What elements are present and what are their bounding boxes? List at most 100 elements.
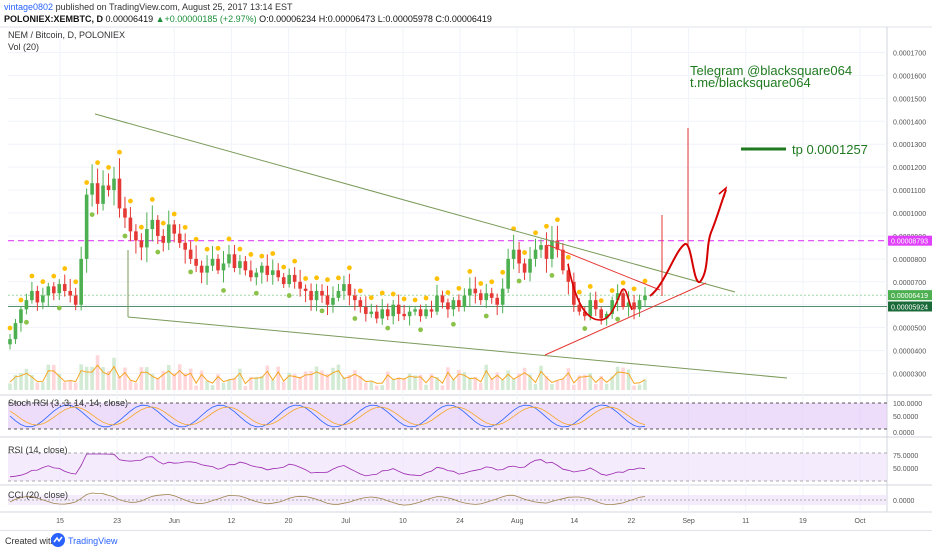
candle-body[interactable] [385, 309, 390, 317]
candle-body[interactable] [566, 270, 571, 282]
candle-body[interactable] [35, 290, 40, 303]
candle-body[interactable] [303, 288, 308, 291]
candle-body[interactable] [561, 249, 565, 271]
candle-body[interactable] [331, 297, 335, 305]
candle-body[interactable] [637, 300, 642, 310]
candle-body[interactable] [353, 295, 357, 301]
candle-body[interactable] [281, 277, 286, 285]
candle-body[interactable] [101, 185, 105, 204]
candle-body[interactable] [194, 258, 198, 266]
candle-body[interactable] [604, 313, 609, 319]
candle-body[interactable] [435, 295, 439, 312]
candle-body[interactable] [555, 240, 560, 250]
candle-body[interactable] [68, 290, 73, 296]
candle-body[interactable] [260, 265, 264, 273]
candle-body[interactable] [626, 302, 631, 308]
candle-body[interactable] [166, 224, 171, 243]
candle-body[interactable] [440, 295, 445, 303]
candle-body[interactable] [347, 284, 352, 296]
candle-body[interactable] [232, 254, 237, 269]
candle-body[interactable] [30, 290, 34, 301]
candle-body[interactable] [336, 290, 341, 298]
candle-body[interactable] [205, 265, 209, 273]
candle-body[interactable] [8, 339, 12, 345]
candle-body[interactable] [73, 295, 78, 305]
candle-body[interactable] [177, 233, 182, 243]
candle-body[interactable] [364, 307, 368, 314]
candle-body[interactable] [188, 249, 193, 259]
tradingview-link[interactable]: TradingView [68, 536, 118, 546]
candle-body[interactable] [632, 302, 636, 310]
candle-body[interactable] [489, 293, 494, 298]
candle-body[interactable] [457, 300, 461, 308]
candle-body[interactable] [610, 300, 614, 314]
candle-body[interactable] [468, 288, 472, 296]
candle-body[interactable] [391, 304, 395, 317]
candle-body[interactable] [396, 304, 401, 314]
candle-body[interactable] [270, 270, 275, 275]
candle-body[interactable] [46, 286, 51, 296]
candle-body[interactable] [577, 304, 582, 312]
candle-body[interactable] [216, 258, 220, 271]
candle-body[interactable] [572, 281, 576, 305]
candle-body[interactable] [462, 295, 467, 308]
candle-body[interactable] [413, 309, 417, 312]
candle-body[interactable] [446, 302, 450, 310]
candle-body[interactable] [287, 274, 291, 285]
candle-body[interactable] [254, 272, 259, 278]
candle-body[interactable] [588, 300, 593, 317]
candle-body[interactable] [117, 178, 122, 209]
candle-body[interactable] [19, 309, 23, 324]
candle-body[interactable] [221, 263, 226, 271]
candle-body[interactable] [134, 231, 138, 241]
triangle-upper[interactable] [547, 244, 661, 291]
candle-body[interactable] [424, 309, 428, 317]
candle-body[interactable] [407, 311, 412, 317]
candle-body[interactable] [249, 270, 253, 278]
candle-body[interactable] [238, 261, 242, 269]
candle-body[interactable] [484, 293, 489, 301]
candle-body[interactable] [478, 293, 483, 301]
candle-body[interactable] [539, 245, 543, 250]
candle-body[interactable] [112, 178, 116, 191]
candle-body[interactable] [150, 219, 155, 230]
upper-trendline[interactable] [94, 113, 736, 293]
candle-body[interactable] [227, 254, 231, 264]
candle-body[interactable] [79, 258, 83, 305]
candle-body[interactable] [506, 258, 510, 289]
candle-body[interactable] [276, 270, 281, 278]
symbol-name[interactable]: POLONIEX:XEMBTC, D [4, 14, 104, 24]
candles[interactable] [8, 158, 647, 350]
candle-body[interactable] [418, 309, 423, 317]
candle-body[interactable] [511, 249, 516, 259]
candle-body[interactable] [183, 242, 187, 250]
chart-canvas[interactable]: 0.0001700 0.0001600 0.0001500 0.0001400 0.00… [0, 0, 932, 530]
candle-body[interactable] [265, 265, 270, 275]
candle-body[interactable] [41, 295, 45, 303]
candle-body[interactable] [517, 249, 521, 264]
candle-body[interactable] [156, 219, 160, 236]
candle-body[interactable] [528, 258, 532, 273]
candle-body[interactable] [342, 284, 346, 291]
candle-body[interactable] [62, 284, 67, 291]
candle-body[interactable] [90, 183, 94, 195]
candle-body[interactable] [643, 295, 647, 301]
candle-body[interactable] [13, 323, 18, 340]
author-link[interactable]: vintage0802 [4, 2, 54, 12]
candle-body[interactable] [495, 297, 499, 305]
candle-body[interactable] [84, 194, 89, 259]
candle-body[interactable] [145, 229, 149, 248]
candle-body[interactable] [128, 217, 133, 232]
candle-body[interactable] [51, 286, 56, 294]
candle-body[interactable] [123, 208, 127, 218]
candle-body[interactable] [24, 300, 29, 310]
triangle-lower[interactable] [544, 282, 707, 356]
candle-body[interactable] [473, 288, 478, 294]
candle-body[interactable] [522, 263, 527, 273]
candle-body[interactable] [292, 274, 297, 282]
candle-body[interactable] [325, 295, 330, 305]
candle-body[interactable] [599, 309, 604, 319]
candle-body[interactable] [314, 290, 319, 301]
candle-body[interactable] [243, 261, 248, 271]
candle-body[interactable] [358, 300, 363, 308]
